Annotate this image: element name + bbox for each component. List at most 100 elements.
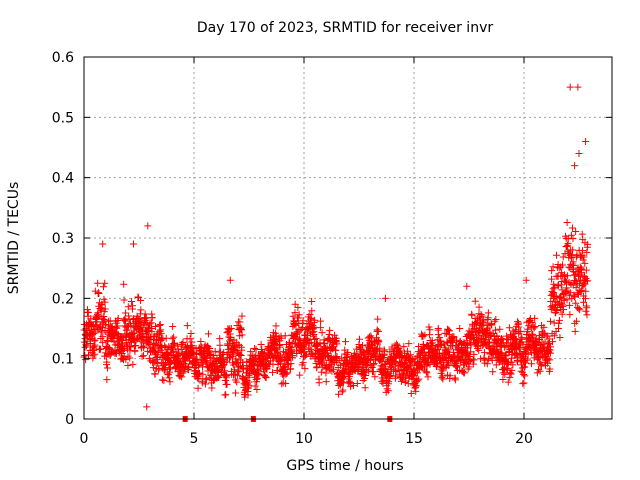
data-point	[574, 83, 582, 91]
data-point	[129, 360, 137, 368]
data-point	[566, 289, 574, 297]
data-point	[361, 384, 369, 392]
data-point	[571, 162, 579, 170]
data-point	[415, 375, 423, 383]
data-point	[127, 343, 135, 351]
data-point	[277, 334, 285, 342]
y-axis-label: SRMTID / TECUs	[6, 182, 22, 295]
data-point	[541, 338, 549, 346]
data-point	[169, 323, 177, 331]
data-point	[548, 267, 556, 275]
data-point	[140, 352, 148, 360]
data-point	[557, 281, 565, 289]
data-point	[210, 356, 218, 364]
data-point	[501, 370, 509, 378]
data-point	[473, 337, 481, 345]
y-tick-label: 0.1	[52, 352, 74, 368]
data-point	[355, 335, 363, 343]
data-point	[375, 337, 383, 345]
x-tick-label: 10	[295, 431, 313, 447]
data-point	[201, 380, 209, 388]
data-point	[544, 359, 552, 367]
data-point	[509, 361, 517, 369]
data-point	[232, 389, 240, 397]
data-point	[434, 345, 442, 353]
data-point	[311, 316, 319, 324]
data-point	[354, 365, 362, 373]
data-point	[287, 360, 295, 368]
data-point	[566, 311, 574, 319]
data-point	[507, 370, 515, 378]
data-point	[558, 310, 566, 318]
data-point	[581, 259, 589, 267]
data-point	[204, 343, 212, 351]
data-point	[332, 346, 340, 354]
data-point	[261, 373, 269, 381]
data-point	[559, 305, 567, 313]
data-point	[238, 326, 246, 334]
data-point	[333, 353, 341, 361]
data-point	[194, 384, 202, 392]
data-point	[148, 314, 156, 322]
data-point	[546, 349, 554, 357]
data-point	[183, 322, 191, 330]
data-point	[114, 314, 122, 322]
data-point	[237, 352, 245, 360]
data-point	[539, 331, 547, 339]
y-tick-label: 0.4	[52, 171, 74, 187]
data-point	[528, 319, 536, 327]
data-point	[318, 329, 326, 337]
data-point	[492, 315, 500, 323]
data-point	[426, 326, 434, 334]
data-point	[522, 276, 530, 284]
data-point	[289, 353, 297, 361]
data-point	[517, 327, 525, 335]
data-point	[468, 311, 476, 319]
data-point	[491, 317, 499, 325]
data-point	[101, 305, 109, 313]
data-point	[378, 378, 386, 386]
data-point	[407, 389, 415, 397]
data-point	[478, 334, 486, 342]
data-point	[208, 384, 216, 392]
y-tick-label: 0.3	[52, 231, 74, 247]
data-point	[521, 372, 529, 380]
data-point	[423, 362, 431, 370]
data-point	[143, 403, 151, 411]
data-point	[236, 351, 244, 359]
data-point	[397, 347, 405, 355]
data-point	[90, 337, 98, 345]
data-point	[567, 231, 575, 239]
data-point	[144, 222, 152, 230]
data-point	[547, 305, 555, 313]
data-point	[557, 299, 565, 307]
y-tick-label: 0	[65, 412, 74, 428]
data-point	[400, 343, 408, 351]
data-point	[500, 343, 508, 351]
data-point	[549, 263, 557, 271]
data-point	[555, 319, 563, 327]
data-point	[580, 298, 588, 306]
data-point	[82, 356, 90, 364]
data-point	[566, 301, 574, 309]
data-point	[171, 339, 179, 347]
data-point	[438, 374, 446, 382]
data-point	[157, 326, 165, 334]
data-point	[562, 277, 570, 285]
data-point	[531, 314, 539, 322]
data-point	[393, 340, 401, 348]
data-point	[97, 345, 105, 353]
data-point	[483, 324, 491, 332]
data-point	[156, 321, 164, 329]
data-point	[120, 280, 128, 288]
data-point	[196, 370, 204, 378]
data-point	[326, 366, 334, 374]
data-point	[317, 317, 325, 325]
data-point	[128, 298, 136, 306]
data-point	[234, 350, 242, 358]
data-point	[550, 280, 558, 288]
data-point	[374, 338, 382, 346]
data-point	[575, 150, 583, 158]
data-point	[403, 347, 411, 355]
data-point	[558, 261, 566, 269]
